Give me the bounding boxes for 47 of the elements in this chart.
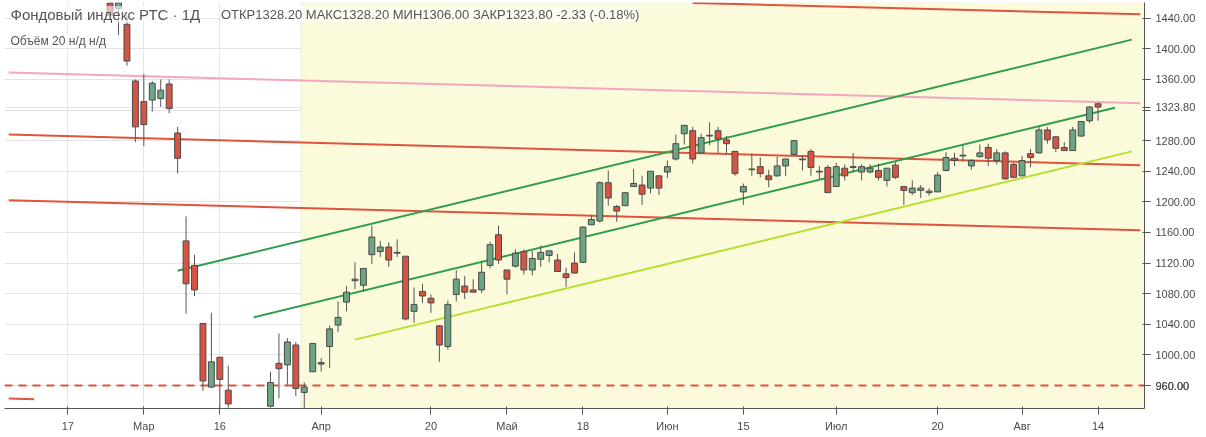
x-tick-label: 16 bbox=[213, 419, 226, 432]
candlestick bbox=[604, 169, 612, 207]
candlestick bbox=[478, 260, 486, 294]
x-tick-label: Май bbox=[496, 419, 518, 432]
y-tick-label: 1400.00 bbox=[1155, 42, 1196, 55]
y-tick-label: 1360.00 bbox=[1155, 73, 1196, 86]
candlestick bbox=[748, 153, 756, 177]
y-tick-label: 1440.00 bbox=[1155, 12, 1196, 25]
candlestick bbox=[773, 156, 781, 178]
y-tick-label: 1000.00 bbox=[1155, 348, 1196, 361]
candlestick bbox=[368, 225, 376, 265]
x-tick-label: 18 bbox=[576, 419, 590, 432]
y-tick-label: 1160.00 bbox=[1155, 226, 1195, 239]
y-tick-label: 1080.00 bbox=[1155, 287, 1196, 300]
candlestick bbox=[697, 133, 705, 154]
candlestick bbox=[427, 293, 435, 314]
x-tick-label: 15 bbox=[737, 419, 750, 432]
annotation: ОТКР1328.20 МАКС1328.20 МИН1306.00 ЗАКР1323.80 -2.33 (-0.18%) bbox=[220, 7, 640, 22]
x-tick-label: 20 bbox=[424, 419, 438, 432]
y-tick-label: 1323.80 bbox=[1155, 101, 1196, 114]
x-tick-label: Июн bbox=[656, 419, 679, 432]
chart-title: Фондовый индекс РТС · 1Д bbox=[10, 6, 201, 23]
candlestick bbox=[503, 269, 511, 295]
x-tick-label: Июл bbox=[825, 419, 848, 432]
candlestick bbox=[900, 186, 908, 206]
candlestick bbox=[343, 285, 350, 312]
y-tick-label: 1280.00 bbox=[1155, 134, 1196, 147]
candlestick bbox=[571, 251, 578, 275]
candlestick bbox=[959, 144, 967, 162]
candlestick bbox=[739, 183, 747, 206]
y-tick-label: 1120.00 bbox=[1155, 257, 1195, 270]
x-tick-label: 20 bbox=[931, 419, 944, 432]
candlestick bbox=[562, 267, 570, 288]
x-tick-label: Авг bbox=[1013, 419, 1031, 432]
y-tick-label: 1040.00 bbox=[1155, 318, 1196, 331]
x-tick-label: Апр bbox=[311, 419, 331, 432]
text: Объём 20 н/д н/д bbox=[10, 33, 107, 48]
y-tick-label: 1240.00 bbox=[1155, 165, 1196, 178]
ref-line-label: 960.00 bbox=[1155, 379, 1190, 392]
candlestick bbox=[334, 300, 342, 333]
candlestick bbox=[672, 134, 680, 162]
candlestick bbox=[419, 283, 426, 304]
x-tick-label: 17 bbox=[61, 419, 74, 432]
x-tick-label: 14 bbox=[1091, 419, 1105, 432]
y-tick-label: 1200.00 bbox=[1155, 195, 1196, 208]
candlestick bbox=[326, 325, 334, 369]
x-tick-label: Мар bbox=[133, 419, 155, 432]
